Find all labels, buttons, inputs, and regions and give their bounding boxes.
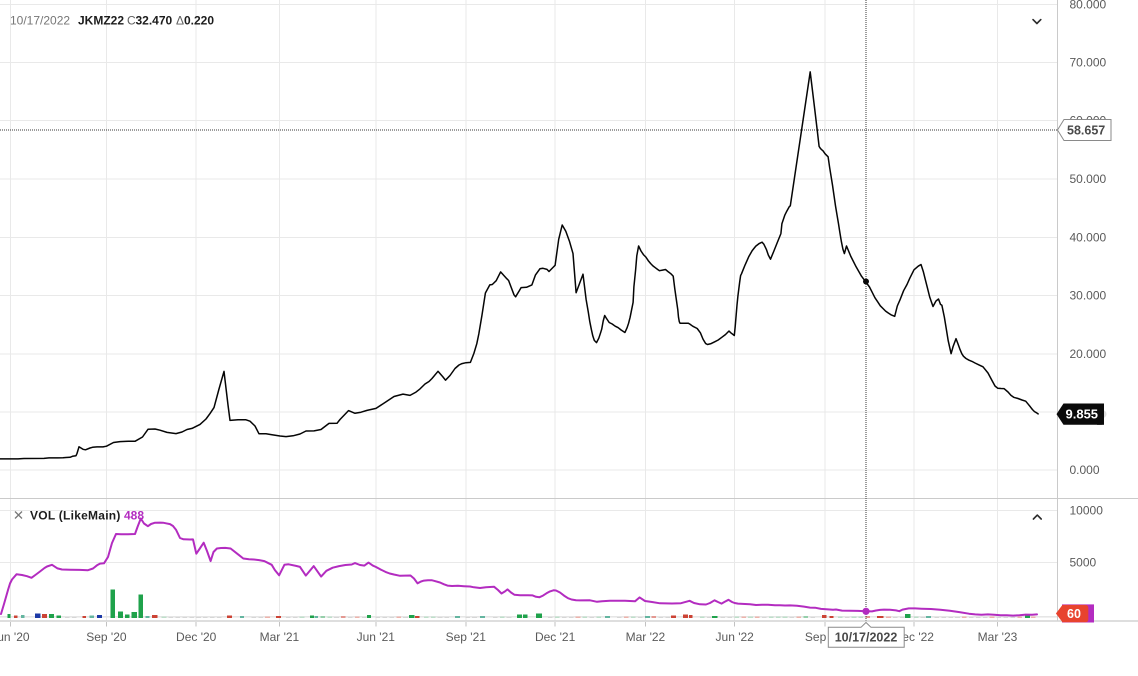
- svg-text:0.220: 0.220: [184, 14, 214, 28]
- svg-text:Mar '22: Mar '22: [626, 630, 666, 644]
- svg-text:Dec '20: Dec '20: [176, 630, 217, 644]
- svg-text:Sep '20: Sep '20: [86, 630, 127, 644]
- svg-text:Mar '21: Mar '21: [260, 630, 300, 644]
- svg-text:70.000: 70.000: [1070, 56, 1107, 70]
- svg-text:50.000: 50.000: [1070, 172, 1107, 186]
- svg-text:Mar '23: Mar '23: [978, 630, 1018, 644]
- svg-text:10/17/2022: 10/17/2022: [835, 631, 898, 645]
- svg-text:80.000: 80.000: [1070, 0, 1107, 11]
- svg-text:Δ: Δ: [176, 14, 184, 28]
- svg-text:Jun '22: Jun '22: [716, 630, 755, 644]
- svg-text:Jun '20: Jun '20: [0, 630, 30, 644]
- svg-text:10/17/2022: 10/17/2022: [10, 14, 70, 28]
- svg-text:Sep '21: Sep '21: [446, 630, 487, 644]
- svg-text:488: 488: [124, 509, 144, 523]
- svg-text:Jun '21: Jun '21: [357, 630, 396, 644]
- svg-text:60: 60: [1067, 607, 1081, 621]
- svg-text:C: C: [127, 14, 136, 28]
- svg-text:Dec '21: Dec '21: [535, 630, 576, 644]
- svg-text:9.855: 9.855: [1066, 407, 1099, 422]
- svg-text:5000: 5000: [1070, 556, 1097, 570]
- svg-text:58.657: 58.657: [1067, 123, 1105, 137]
- svg-text:32.470: 32.470: [136, 14, 173, 28]
- svg-text:JKMZ22: JKMZ22: [78, 14, 124, 28]
- svg-text:30.000: 30.000: [1070, 289, 1107, 303]
- svg-text:40.000: 40.000: [1070, 230, 1107, 244]
- svg-text:20.000: 20.000: [1070, 347, 1107, 361]
- svg-text:VOL (LikeMain): VOL (LikeMain): [30, 509, 121, 523]
- svg-text:10000: 10000: [1070, 503, 1104, 517]
- svg-text:0.000: 0.000: [1070, 463, 1100, 477]
